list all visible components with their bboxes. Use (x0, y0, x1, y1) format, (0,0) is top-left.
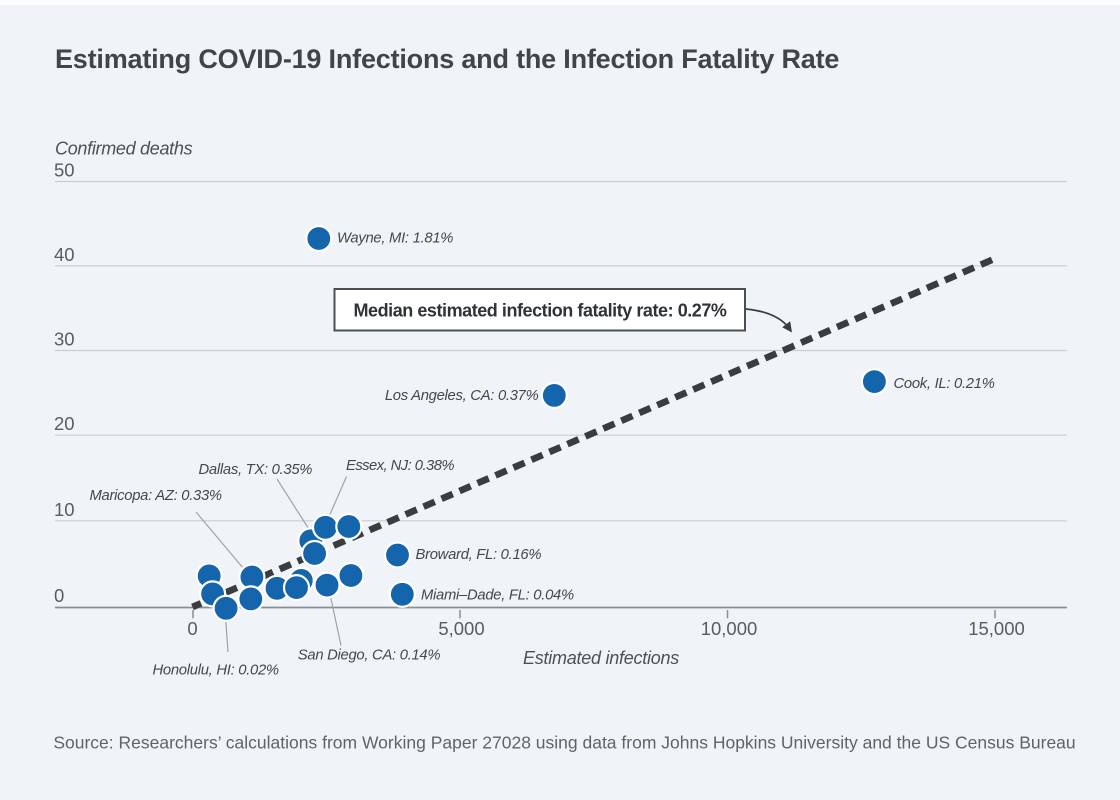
svg-text:5,000: 5,000 (438, 618, 484, 639)
svg-text:Median estimated infection fat: Median estimated infection fatality rate… (354, 301, 727, 321)
svg-text:Los Angeles, CA: 0.37%: Los Angeles, CA: 0.37% (385, 388, 539, 404)
svg-text:Cook, IL: 0.21%: Cook, IL: 0.21% (894, 376, 995, 392)
svg-text:30: 30 (54, 329, 75, 350)
svg-text:0: 0 (54, 585, 64, 606)
svg-text:Honolulu, HI: 0.02%: Honolulu, HI: 0.02% (153, 662, 279, 678)
svg-text:Maricopa: AZ: 0.33%: Maricopa: AZ: 0.33% (90, 488, 222, 504)
svg-text:Estimated infections: Estimated infections (523, 648, 679, 668)
svg-text:40: 40 (54, 244, 75, 265)
svg-text:0: 0 (187, 618, 197, 639)
svg-text:Confirmed deaths: Confirmed deaths (55, 139, 193, 159)
svg-text:10: 10 (54, 499, 75, 520)
svg-text:Wayne, MI: 1.81%: Wayne, MI: 1.81% (337, 231, 453, 247)
svg-text:15,000: 15,000 (968, 618, 1025, 639)
svg-text:Estimating COVID-19 Infections: Estimating COVID-19 Infections and the I… (55, 44, 839, 74)
svg-text:Essex, NJ: 0.38%: Essex, NJ: 0.38% (346, 458, 454, 474)
svg-text:Source: Researchers’ calculati: Source: Researchers’ calculations from W… (53, 733, 1075, 753)
svg-text:Dallas, TX: 0.35%: Dallas, TX: 0.35% (199, 462, 313, 478)
svg-text:San Diego, CA: 0.14%: San Diego, CA: 0.14% (298, 648, 441, 664)
svg-text:Broward, FL: 0.16%: Broward, FL: 0.16% (416, 547, 542, 563)
svg-text:50: 50 (54, 160, 75, 181)
svg-text:20: 20 (54, 413, 75, 434)
svg-text:Miami–Dade, FL: 0.04%: Miami–Dade, FL: 0.04% (421, 588, 574, 604)
svg-text:10,000: 10,000 (701, 618, 758, 639)
